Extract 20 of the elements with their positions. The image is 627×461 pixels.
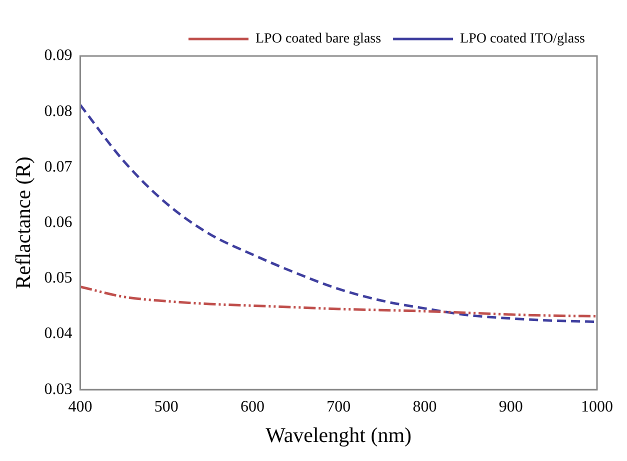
legend-label: LPO coated bare glass bbox=[255, 32, 382, 47]
y-tick-label: 0.03 bbox=[44, 380, 72, 398]
x-tick-label: 700 bbox=[326, 398, 351, 416]
x-tick-label: 800 bbox=[412, 398, 437, 416]
line-series bbox=[80, 285, 597, 318]
x-tick-label: 400 bbox=[68, 398, 92, 416]
x-tick-label: 900 bbox=[498, 398, 523, 416]
x-tick-label: 1000 bbox=[581, 398, 613, 416]
y-tick-label: 0.04 bbox=[44, 325, 72, 342]
x-axis-title: Wavelenght (nm) bbox=[266, 422, 412, 447]
y-tick-label: 0.07 bbox=[44, 158, 72, 176]
x-tick-label: 500 bbox=[154, 398, 178, 416]
legend-label: LPO coated ITO/glass bbox=[460, 32, 586, 47]
line-series bbox=[80, 104, 597, 324]
y-tick-label: 0.05 bbox=[44, 270, 72, 287]
y-tick-label: 0.08 bbox=[44, 102, 72, 120]
y-axis-title: Reflactance (R) bbox=[11, 156, 36, 289]
y-tick-label: 0.09 bbox=[44, 47, 72, 64]
y-tick-label: 0.06 bbox=[44, 214, 72, 232]
x-tick-label: 600 bbox=[240, 398, 264, 416]
